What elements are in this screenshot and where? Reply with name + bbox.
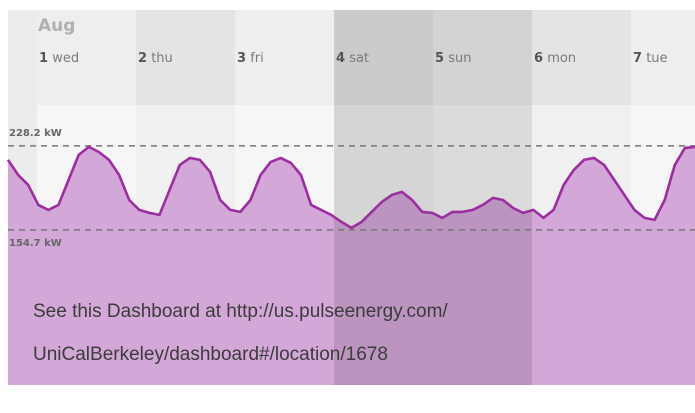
day-weekday: sat (349, 51, 369, 66)
caption: UniCalBerkeley/dashboard#/location/1678 (33, 344, 388, 365)
header-bg (136, 10, 235, 105)
day-number: 2 (138, 51, 147, 66)
caption: See this Dashboard at http://us.pulseene… (33, 301, 448, 322)
header-bg (631, 10, 695, 105)
header-bg (37, 10, 136, 105)
day-weekday: tue (646, 51, 667, 66)
header-bg (334, 10, 433, 105)
y-tick-label: 154.7 kW (9, 238, 62, 249)
header-bg (433, 10, 532, 105)
day-label: 3 fri (237, 51, 264, 66)
day-number: 5 (435, 51, 444, 66)
day-weekday: sun (448, 51, 471, 66)
line (6, 145, 695, 230)
day-number: 6 (534, 51, 543, 66)
day-label: 2 thu (138, 51, 173, 66)
day-label: 6 mon (534, 51, 576, 66)
day-label: 4 sat (336, 51, 369, 66)
day-weekday: fri (250, 51, 264, 66)
month-label: Aug (38, 16, 75, 36)
day-label: 5 sun (435, 51, 471, 66)
weekend-shade (433, 10, 532, 385)
day-weekday: thu (151, 51, 173, 66)
day-number: 1 (39, 51, 48, 66)
day-label: 1 wed (39, 51, 79, 66)
day-number: 7 (633, 51, 642, 66)
day-number: 4 (336, 51, 345, 66)
day-label: 7 tue (633, 51, 668, 66)
day-number: 3 (237, 51, 246, 66)
day-weekday: wed (52, 51, 79, 66)
day-weekday: mon (547, 51, 576, 66)
weekend-shade (334, 10, 433, 385)
header-bg (235, 10, 334, 105)
header-bg (532, 10, 631, 105)
y-tick-label: 228.2 kW (9, 128, 62, 139)
area (8, 146, 695, 385)
